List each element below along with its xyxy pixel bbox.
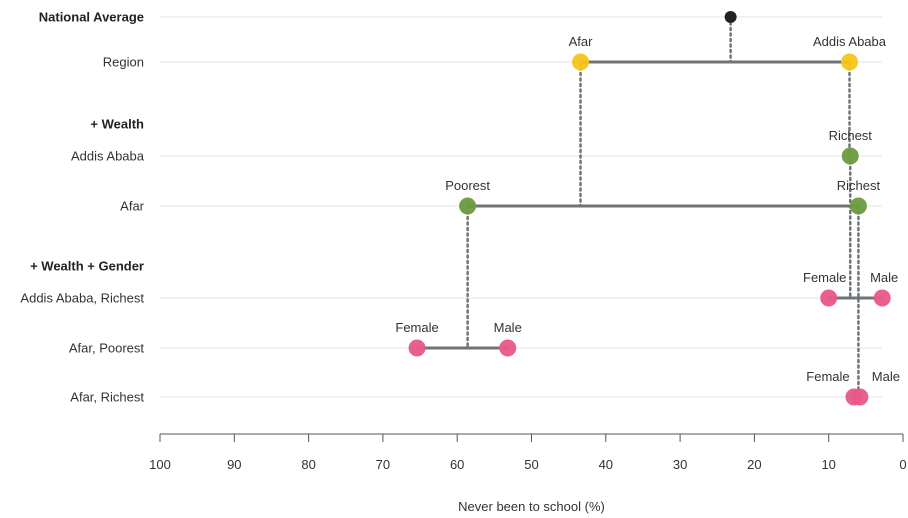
point-national-value [724,11,737,23]
gridlines [160,16,882,398]
point-aa-richest [841,147,859,165]
point-afar_poor-female [408,339,426,357]
point-afar_rich-male [851,388,869,406]
row-label-region: Region [103,55,144,70]
x-tick-label-50: 50 [524,457,538,472]
row-labels: National Average + Wealth + Wealth + Gende… [20,10,144,405]
data-points [408,11,891,406]
x-tick-label-60: 60 [450,457,464,472]
point-aa_rich-male [873,289,891,307]
point-afar-poorest [459,197,477,215]
group-label-wealth-gender: + Wealth + Gender [30,259,144,274]
x-tick-label-20: 20 [747,457,761,472]
x-axis: 100 90 80 70 60 50 40 30 20 10 0 [149,433,907,472]
row-label-afar: Afar [120,199,145,214]
point-label-afar_poor-male: Male [494,320,522,335]
x-tick-label-80: 80 [301,457,315,472]
point-label-aa_rich-female: Female [803,270,846,285]
x-tick-label-40: 40 [599,457,613,472]
group-label-national-average: National Average [39,10,144,25]
x-tick-label-10: 10 [821,457,835,472]
point-label-aa_rich-male: Male [870,270,898,285]
x-axis-title: Never been to school (%) [458,499,605,514]
x-tick-label-100: 100 [149,457,171,472]
group-label-wealth: + Wealth [90,117,144,132]
connectors [417,60,883,399]
point-labels: Afar Addis Ababa Richest Poorest Richest Fema… [395,34,900,384]
point-label-region-afar: Afar [569,34,594,49]
point-region-addis-ababa [841,53,859,71]
point-label-afar-poorest: Poorest [445,178,490,193]
point-label-afar_rich-female: Female [806,369,849,384]
point-afar-richest [849,197,867,215]
x-tick-label-30: 30 [673,457,687,472]
point-afar_poor-male [499,339,517,357]
point-aa_rich-female [820,289,838,307]
dotted-drop-lines [466,15,860,399]
row-label-addis-ababa-richest: Addis Ababa, Richest [20,291,144,306]
x-tick-label-0: 0 [899,457,906,472]
point-label-region-addis-ababa: Addis Ababa [813,34,887,49]
point-label-afar-richest: Richest [837,178,881,193]
point-label-afar_rich-male: Male [872,369,900,384]
row-label-afar-poorest: Afar, Poorest [69,341,145,356]
x-tick-label-70: 70 [376,457,390,472]
x-tick-label-90: 90 [227,457,241,472]
row-label-afar-richest: Afar, Richest [70,390,144,405]
point-label-aa-richest: Richest [829,128,873,143]
point-region-afar [572,53,590,71]
row-label-addis-ababa: Addis Ababa [71,149,145,164]
point-label-afar_poor-female: Female [395,320,438,335]
